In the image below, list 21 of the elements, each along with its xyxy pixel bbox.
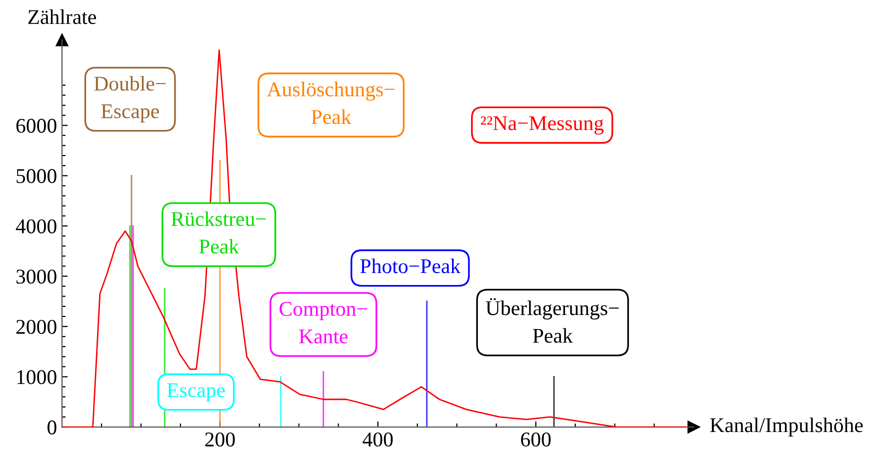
annotation: Rückstreu− Peak [171, 211, 266, 254]
x-tick-label: 400 [362, 432, 393, 447]
y-tick-label: 1000 [17, 370, 56, 384]
line-series [62, 49, 687, 428]
y-tick-label: 6000 [16, 118, 56, 133]
annotation: Überlagerungs− Peak [486, 298, 619, 343]
y-tick-label: 2000 [16, 320, 56, 334]
y-tick-label: 0 [48, 420, 56, 434]
text: ²²Na−Messung [480, 116, 604, 135]
annotation: Double− Escape [94, 76, 166, 123]
x-axis-title: Kanal/Impulshöhe [710, 418, 863, 436]
annotation: Escape [167, 383, 225, 402]
y-axis-title: Zählrate [28, 9, 96, 24]
y-tick-label: 5000 [16, 169, 56, 184]
annotation: Auslöschungs− Peak [266, 82, 394, 124]
y-tick-label: 4000 [16, 219, 56, 234]
y-tick-label: 3000 [16, 270, 56, 284]
x-tick-label: 600 [521, 432, 551, 447]
annotation: Photo−Peak [360, 258, 461, 274]
annotation: Compton− Kante [280, 302, 368, 344]
x-tick-label: 200 [205, 432, 235, 447]
